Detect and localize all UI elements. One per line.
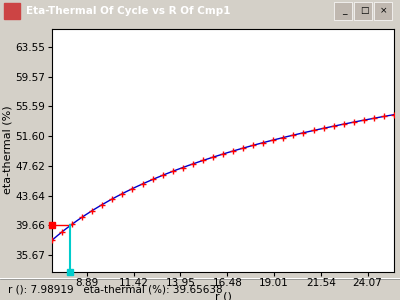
Y-axis label: eta-thermal (%): eta-thermal (%) <box>2 106 12 194</box>
Text: □: □ <box>360 6 368 15</box>
X-axis label: r (): r () <box>214 291 232 300</box>
Text: r (): 7.98919   eta-thermal (%): 39.65638: r (): 7.98919 eta-thermal (%): 39.65638 <box>8 285 223 295</box>
Bar <box>374 2 392 20</box>
Text: Eta-Thermal Of Cycle vs R Of Cmp1: Eta-Thermal Of Cycle vs R Of Cmp1 <box>26 6 230 16</box>
Bar <box>354 2 372 20</box>
Bar <box>4 3 20 19</box>
Text: _: _ <box>342 6 346 15</box>
Text: ×: × <box>380 6 388 15</box>
Bar <box>334 2 352 20</box>
